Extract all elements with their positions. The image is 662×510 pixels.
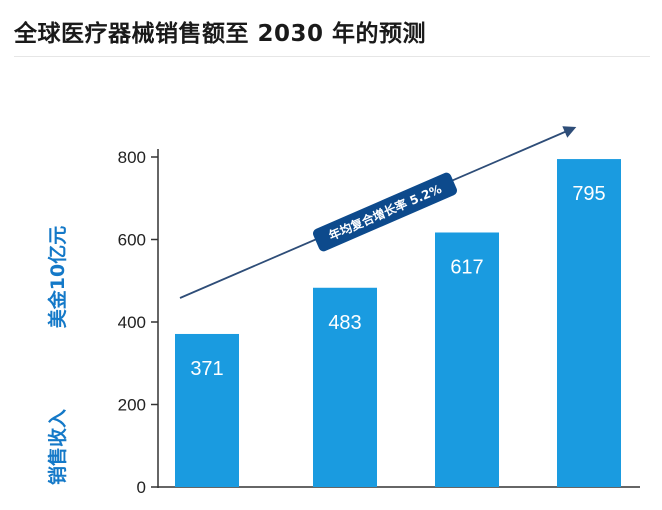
bar-value-label: 483 (328, 312, 361, 334)
bar-series: 371 483 617 795 (175, 159, 621, 487)
cagr-badge-background (313, 172, 457, 252)
y-tick-label: 200 (118, 396, 146, 415)
bar-value-label: 617 (450, 256, 483, 278)
y-tick-label: 600 (118, 231, 146, 250)
cagr-label: 年均复合增长率 5.2% (326, 181, 443, 243)
bar-value-label: 795 (572, 183, 605, 205)
y-tick-label: 400 (118, 313, 146, 332)
cagr-annotation: 年均复合增长率 5.2% (179, 126, 577, 299)
bar (557, 159, 621, 487)
bar (313, 287, 377, 487)
bar (175, 333, 239, 487)
title-divider (14, 56, 650, 57)
y-axis-title: 销售收入 美金10亿元 (46, 226, 69, 485)
y-axis-label: 销售收入 美金10亿元 (46, 226, 69, 485)
y-tick-label: 800 (118, 148, 146, 167)
bar-value-label: 371 (190, 358, 223, 380)
y-axis-label-part-1: 销售收入 (46, 409, 69, 485)
y-axis-label-part-2: 美金10亿元 (46, 226, 69, 328)
bar (435, 232, 499, 487)
page-title: 全球医疗器械销售额至 2030 年的预测 (14, 21, 427, 47)
y-tick-label: 0 (137, 478, 146, 497)
